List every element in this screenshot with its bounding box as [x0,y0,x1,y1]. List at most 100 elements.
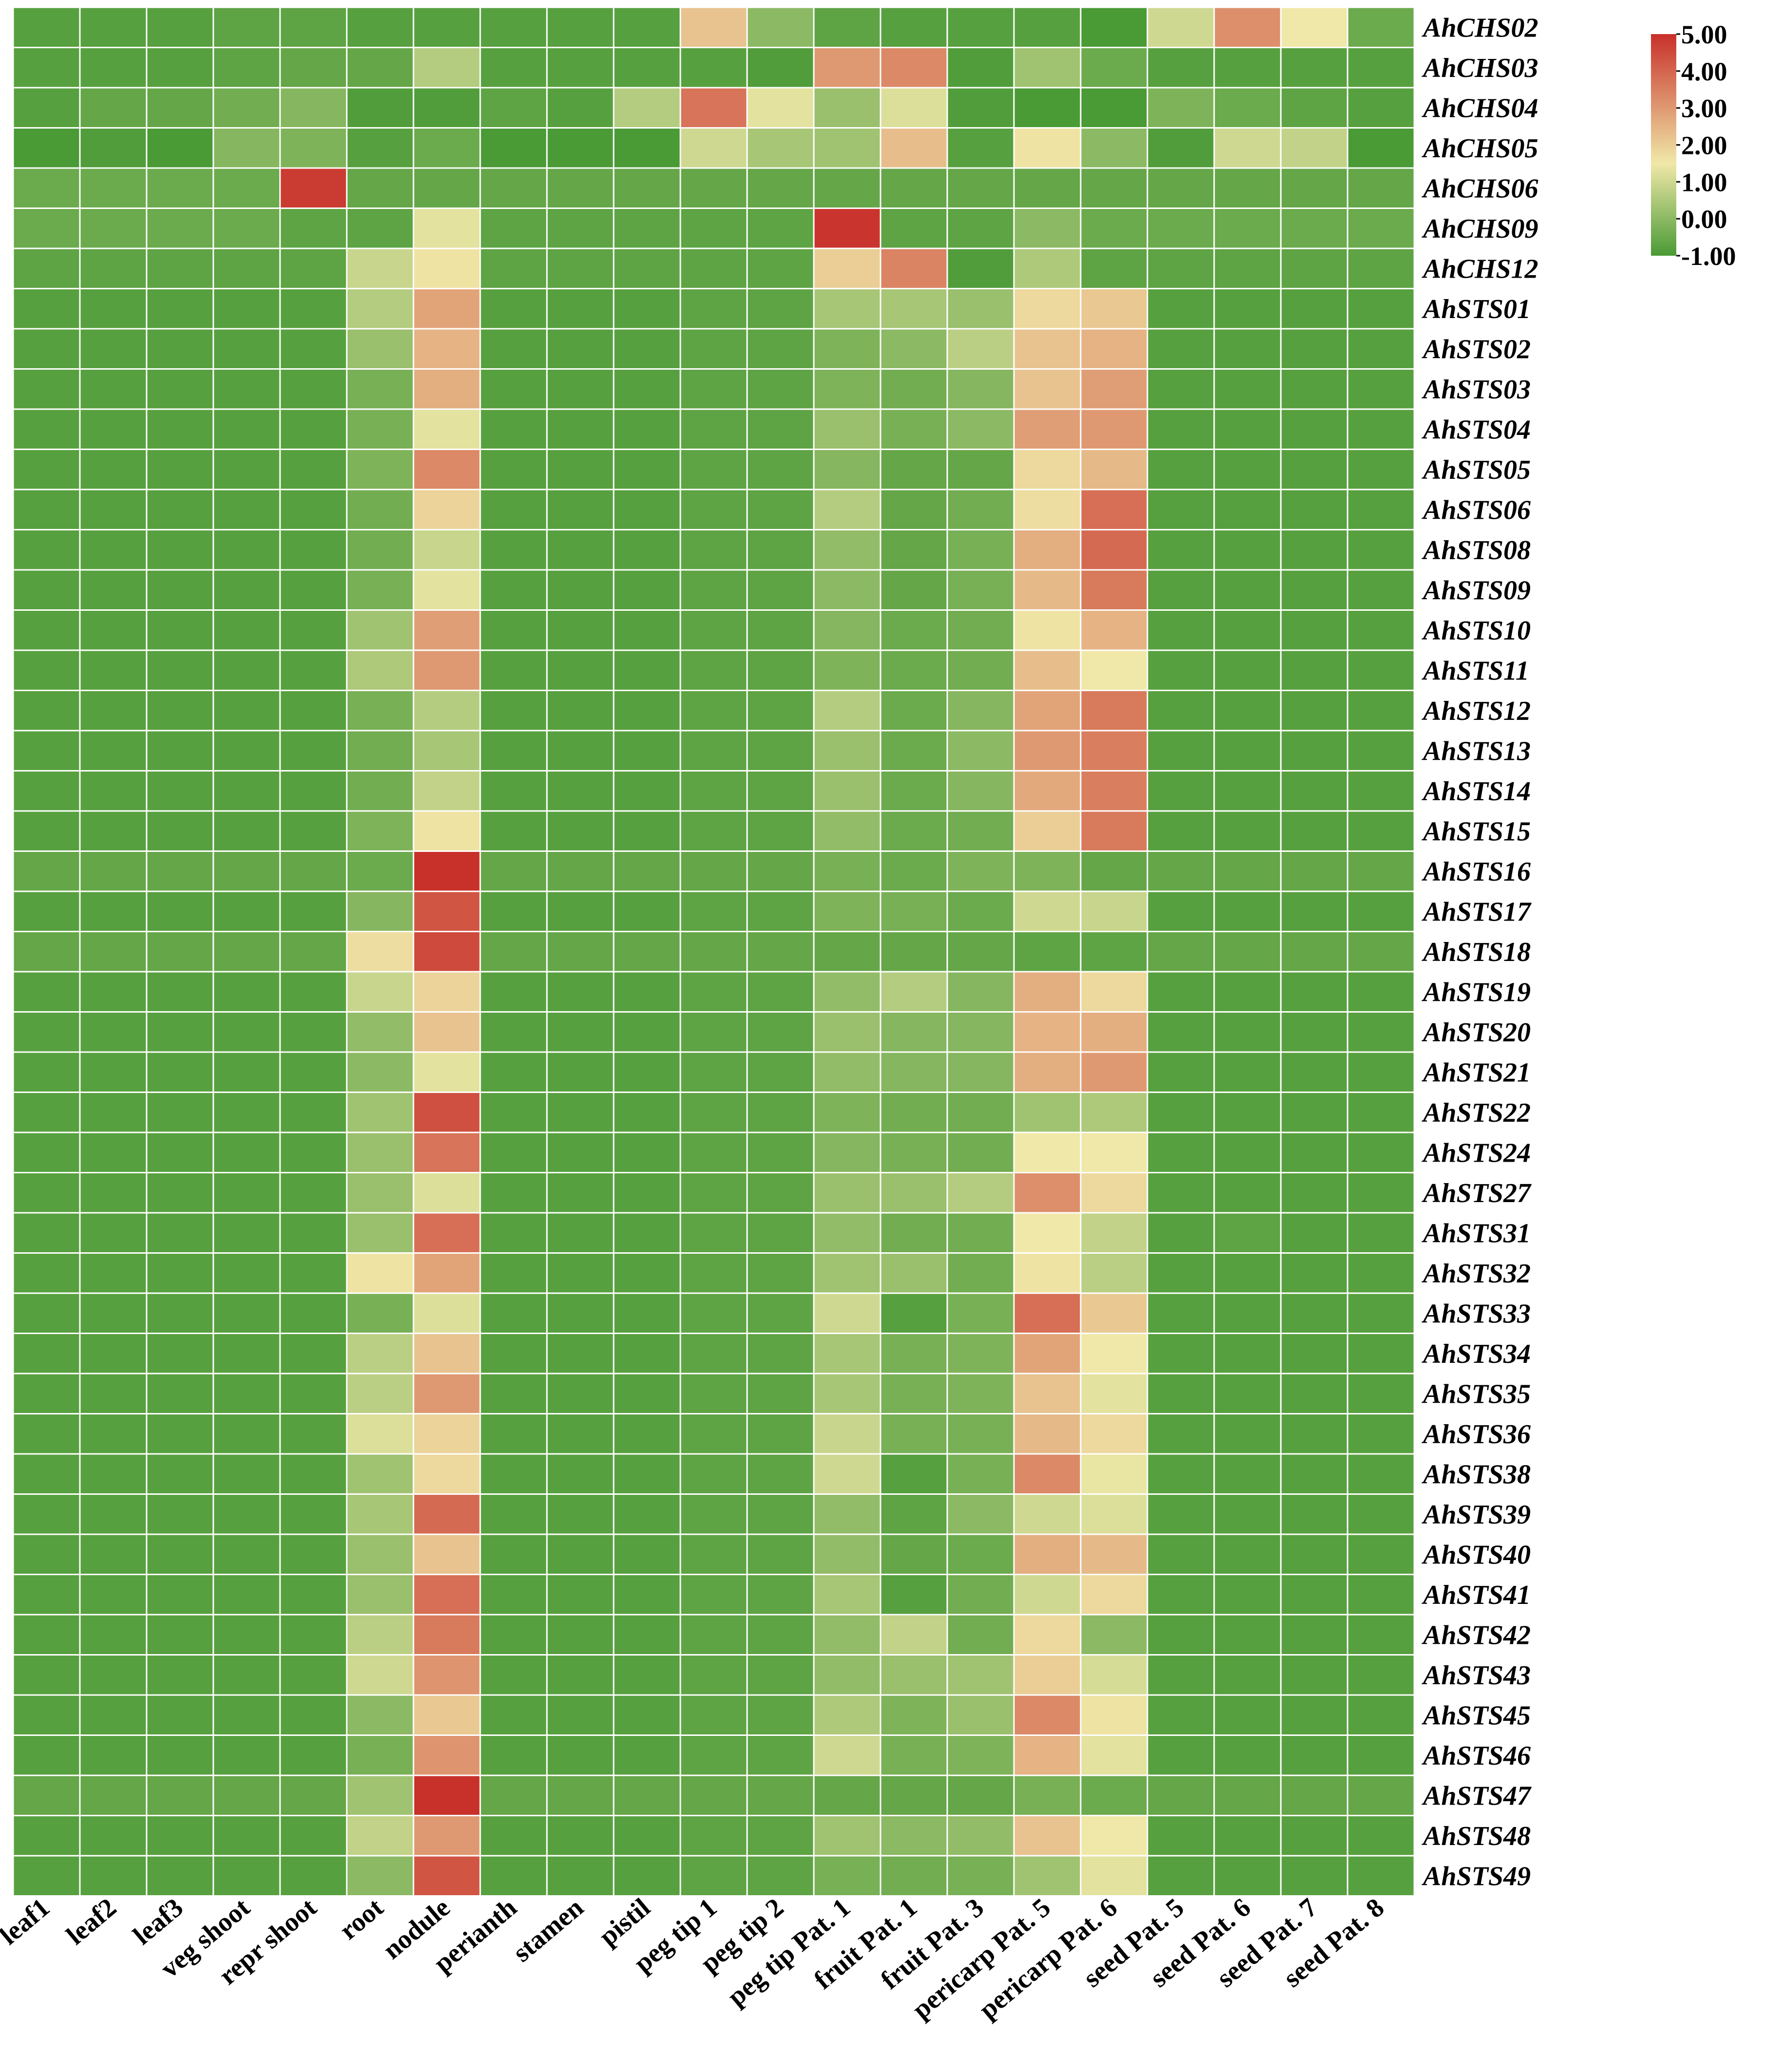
heatmap-cell [880,730,948,772]
heatmap-cell [813,489,881,530]
heatmap-cell [412,449,481,490]
heatmap-cell [746,1815,815,1857]
heatmap-cell [813,770,881,812]
heatmap-cell [412,730,481,772]
heatmap-cell [279,1212,348,1254]
heatmap-cell [679,1131,748,1173]
heatmap-cell [1280,167,1349,209]
row-label: AhCHS04 [1422,93,1538,123]
row-label: AhSTS04 [1422,414,1531,445]
heatmap-cell [746,167,815,209]
heatmap-cell [946,247,1015,289]
heatmap-cell [813,1493,881,1535]
heatmap-cell [212,1092,281,1133]
heatmap-cell [813,87,881,129]
heatmap-cell [279,1252,348,1294]
heatmap-cell [546,890,615,932]
heatmap-cell [1080,1574,1148,1616]
heatmap-cell [212,328,281,370]
heatmap-cell [1013,1734,1082,1776]
heatmap-cell [279,368,348,410]
heatmap-cell [880,6,948,48]
heatmap-cell [279,1533,348,1575]
row-label: AhSTS22 [1422,1098,1531,1128]
heatmap-cell [1347,328,1415,370]
heatmap-cell [1280,47,1349,89]
heatmap-cell [479,1413,548,1455]
heatmap-cell [1080,1453,1148,1495]
heatmap-cell [1013,368,1082,410]
heatmap-cell [346,247,414,289]
heatmap-cell [1013,1131,1082,1173]
heatmap-cell [813,288,881,330]
heatmap-cell [1213,810,1282,852]
heatmap-cell [1080,167,1148,209]
heatmap-cell [1146,6,1215,48]
heatmap-cell [12,569,81,611]
heatmap-cell [746,770,815,812]
heatmap-cell [1213,1694,1282,1736]
heatmap-cell [746,1533,815,1575]
heatmap-cell [12,207,81,249]
heatmap-cell [1213,1774,1282,1816]
heatmap-cell [1213,1574,1282,1616]
heatmap-cell [346,207,414,249]
heatmap-cell [613,1172,681,1214]
row-label: AhCHS09 [1422,214,1538,244]
heatmap-cell [1347,1131,1415,1173]
heatmap-cell [546,649,615,691]
heatmap-cell [746,1051,815,1093]
heatmap-cell [479,489,548,530]
heatmap-cell [679,1774,748,1816]
row-label: AhSTS12 [1422,696,1531,726]
heatmap-cell [146,770,214,812]
heatmap-cell [146,1815,214,1857]
heatmap-cell [546,569,615,611]
heatmap-cell [746,1131,815,1173]
heatmap-cell [346,1333,414,1375]
heatmap-cell [346,1131,414,1173]
heatmap-cell [479,127,548,169]
heatmap-cell [479,1574,548,1616]
heatmap-cell [546,690,615,732]
heatmap-cell [479,167,548,209]
heatmap-cell [1213,1734,1282,1776]
heatmap-cell [279,1614,348,1656]
heatmap-cell [79,87,148,129]
heatmap-cell [479,1051,548,1093]
heatmap-cell [679,1815,748,1857]
heatmap-cell [813,810,881,852]
heatmap-cell [546,1092,615,1133]
heatmap-cell [279,850,348,892]
heatmap-cell [346,1574,414,1616]
heatmap-cell [1213,850,1282,892]
legend-tick-label: 3.00 [1681,94,1727,123]
heatmap-cell [1280,1292,1349,1334]
heatmap-cell [479,1694,548,1736]
heatmap-cell [679,1092,748,1133]
heatmap-cell [1347,1292,1415,1334]
heatmap-cell [1080,1092,1148,1133]
heatmap-cell [12,408,81,450]
heatmap-cell [546,1614,615,1656]
heatmap-cell [1280,1092,1349,1133]
heatmap-cell [880,1493,948,1535]
heatmap-cell [412,1413,481,1455]
heatmap-cell [79,1855,148,1897]
heatmap-cell [346,489,414,530]
row-label: AhSTS33 [1422,1299,1531,1329]
heatmap-cell [613,1734,681,1776]
heatmap-cell [12,1774,81,1816]
heatmap-cell [679,1252,748,1294]
heatmap-cell [212,207,281,249]
heatmap-cell [1013,1855,1082,1897]
heatmap-cell [1347,368,1415,410]
heatmap-cell [212,1252,281,1294]
heatmap-cell [1080,1212,1148,1254]
heatmap-cell [1280,770,1349,812]
heatmap-cell [346,6,414,48]
heatmap-cell [1013,1815,1082,1857]
heatmap-cell [1347,649,1415,691]
heatmap-cell [813,1292,881,1334]
